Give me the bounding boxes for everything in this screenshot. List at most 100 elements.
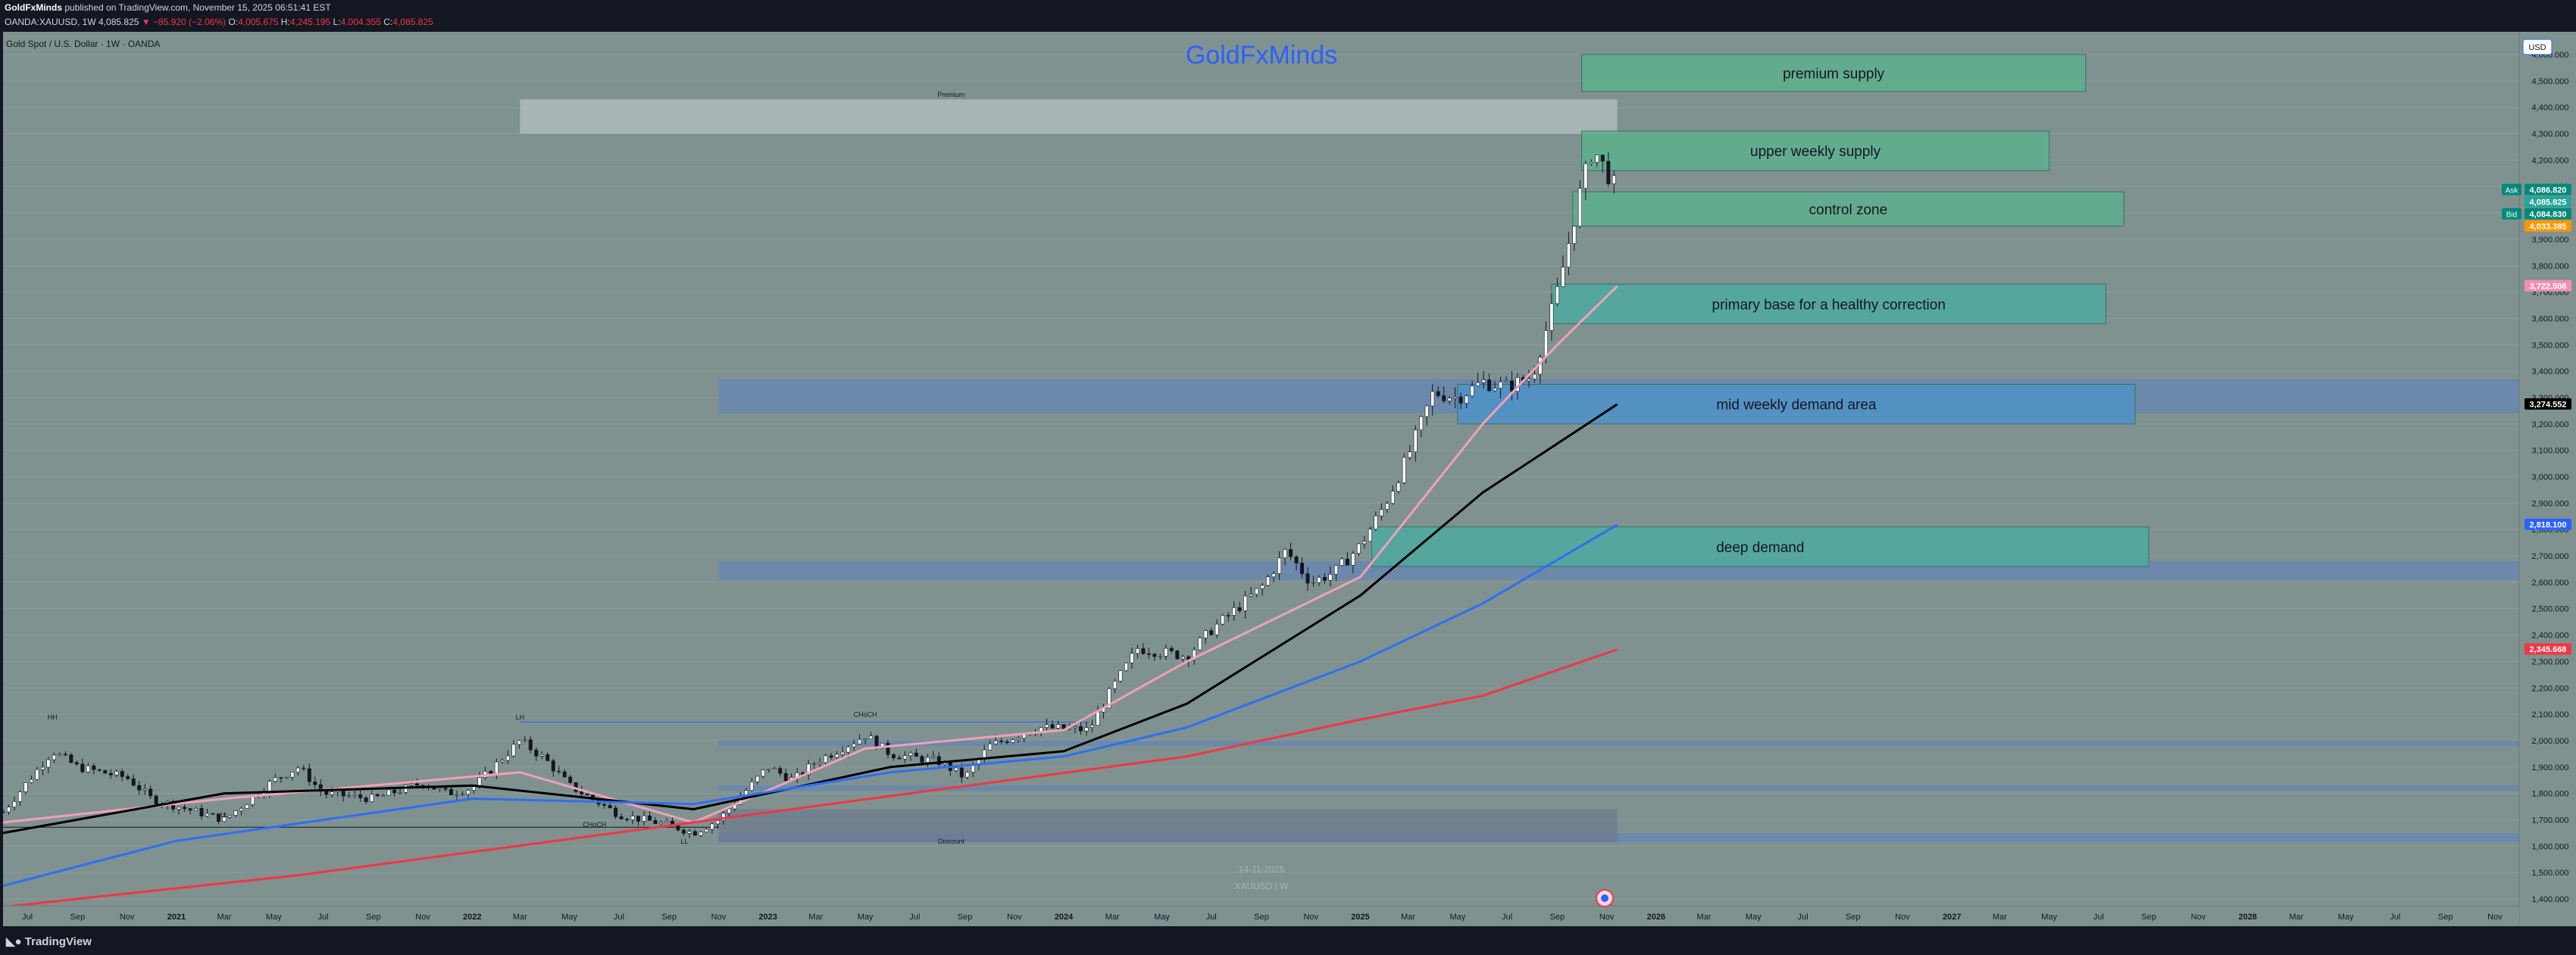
candle-down — [1237, 607, 1242, 611]
candle-up — [1549, 303, 1554, 331]
low-value: 4,004.355 — [340, 17, 381, 27]
time-tick-label: May — [1746, 913, 1762, 922]
candle-down — [108, 772, 113, 776]
chart-annotation: Discount — [938, 838, 965, 845]
candle-up — [1096, 711, 1100, 726]
price-label: 2,345.668 — [2524, 643, 2571, 655]
candle-up — [1255, 588, 1259, 595]
time-tick-label: Jul — [614, 913, 624, 922]
candle-down — [217, 813, 221, 822]
candle-up — [1481, 379, 1486, 383]
price-tick-label: 2,700.000 — [2532, 552, 2569, 561]
author-name[interactable]: GoldFxMinds — [5, 2, 62, 13]
price-tick-label: 1,600.000 — [2532, 842, 2569, 851]
candle-up — [86, 765, 90, 772]
candle-up — [863, 738, 868, 740]
candle-down — [103, 769, 108, 774]
candle-up — [1465, 395, 1469, 404]
ema-line-blue — [2, 523, 1618, 888]
candle-up — [194, 808, 199, 811]
candle-down — [313, 782, 317, 785]
time-tick-label: 2023 — [758, 913, 777, 922]
time-tick-label: Jul — [1206, 913, 1217, 922]
tradingview-logo[interactable]: ◣● TradingView — [6, 935, 92, 948]
candle-down — [97, 769, 102, 771]
candle-up — [971, 765, 975, 772]
candle-up — [1583, 163, 1588, 189]
candle-up — [812, 763, 817, 765]
price-tick-label: 3,900.000 — [2532, 236, 2569, 245]
time-tick-label: Nov — [415, 913, 430, 922]
time-tick-label: Jul — [22, 913, 33, 922]
candle-up — [1045, 724, 1049, 728]
price-tick-label: 3,200.000 — [2532, 420, 2569, 429]
candle-up — [1555, 286, 1559, 304]
candle-up — [1532, 373, 1537, 379]
currency-button[interactable] — [2522, 39, 2553, 55]
candle-down — [886, 743, 890, 755]
time-tick-label: 2022 — [463, 913, 481, 922]
time-tick-label: Sep — [70, 913, 86, 922]
price-tick-label: 3,800.000 — [2532, 262, 2569, 271]
candle-down — [364, 797, 368, 802]
currency-label[interactable]: USD — [2528, 43, 2546, 52]
price-chart[interactable]: Premium Discount CHoCH CHoCH HH LH LL LL premiu… — [0, 32, 2576, 926]
candle-down — [137, 785, 142, 791]
watermark-title: GoldFxMinds — [1186, 41, 1337, 70]
price-tick-label: 3,600.000 — [2532, 314, 2569, 323]
price-tick-label: 2,400.000 — [2532, 632, 2569, 641]
candle-up — [1317, 576, 1321, 583]
time-tick-label: Sep — [2438, 913, 2453, 922]
price-axis[interactable] — [2519, 32, 2576, 926]
time-tick-label: May — [561, 913, 577, 922]
price-tick-label: 1,800.000 — [2532, 790, 2569, 799]
time-tick-label: Nov — [711, 913, 727, 922]
candle-down — [324, 791, 329, 795]
candle-down — [551, 760, 555, 772]
candle-down — [897, 757, 902, 760]
candle-up — [1084, 727, 1089, 732]
candle-up — [761, 769, 765, 777]
price-tick-label: 1,400.000 — [2532, 895, 2569, 904]
candle-up — [1073, 726, 1077, 729]
candle-up — [858, 738, 862, 744]
price-label: 3,274.552 — [2524, 398, 2571, 410]
price-label-text: 4,033.385 — [2530, 222, 2567, 231]
candle-up — [35, 769, 39, 780]
price-tick-label: 2,000.000 — [2532, 737, 2569, 746]
candle-up — [1430, 391, 1435, 407]
time-tick-label: Mar — [513, 913, 527, 922]
zone-box — [1581, 130, 2050, 171]
candle-down — [959, 767, 964, 778]
candle-up — [205, 813, 210, 816]
chart-area[interactable]: Premium Discount CHoCH CHoCH HH LH LL LL premiu… — [0, 32, 2576, 926]
candle-down — [1322, 576, 1327, 581]
candle-up — [1476, 382, 1480, 386]
candle-up — [1192, 649, 1196, 660]
candle-up — [1203, 630, 1208, 638]
candle-down — [783, 772, 788, 782]
candle-up — [755, 776, 760, 782]
candle-up — [347, 795, 352, 797]
candle-up — [902, 755, 907, 760]
ema-line-red — [2, 648, 1618, 908]
candle-up — [846, 746, 851, 753]
candle-down — [580, 791, 584, 794]
candle-up — [630, 816, 635, 820]
footer-watermark-date: 14-11-2025 — [1239, 864, 1285, 875]
candle-up — [1164, 648, 1168, 657]
candle-down — [1079, 726, 1083, 732]
time-axis[interactable] — [3, 906, 2519, 926]
candle-up — [177, 807, 181, 810]
candle-up — [471, 786, 476, 791]
candle-down — [1050, 724, 1055, 729]
time-tick-label: Nov — [1303, 913, 1318, 922]
candle-up — [988, 743, 993, 751]
candle-up — [1277, 557, 1282, 574]
candle-down — [1436, 391, 1440, 396]
candle-up — [869, 735, 874, 739]
candle-up — [1232, 607, 1236, 616]
price-tick-label: 1,700.000 — [2532, 816, 2569, 825]
price-label-text: 3,722.508 — [2530, 282, 2567, 291]
candle-up — [1362, 541, 1367, 545]
